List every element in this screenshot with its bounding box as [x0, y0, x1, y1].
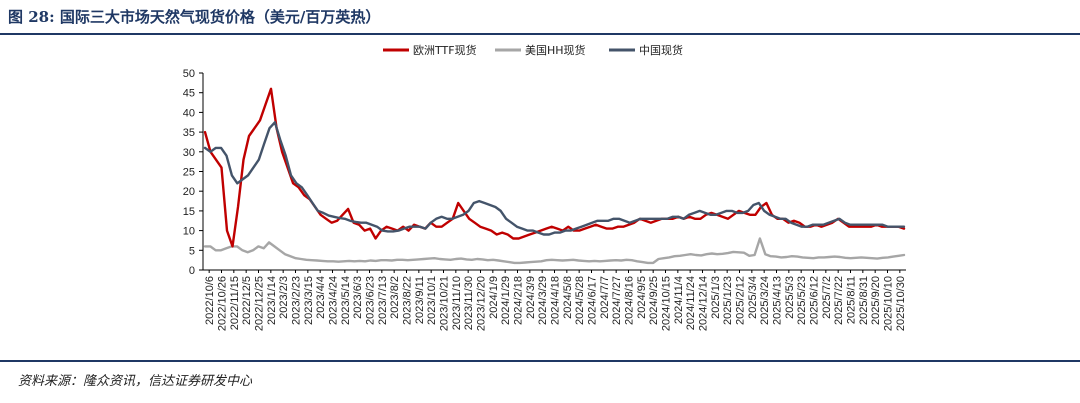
y-tick-label: 25	[183, 167, 195, 179]
x-tick-label: 2025/5/3	[784, 276, 796, 319]
x-tick-label: 2025/4/13	[772, 276, 784, 325]
x-tick-label: 2023/5/14	[340, 276, 352, 325]
chart-legend: 欧洲TTF现货 美国HH现货 中国现货	[383, 43, 683, 57]
x-tick-labels: 2022/10/6 2022/10/26 2022/11/15 2022/12/5 20…	[204, 270, 907, 331]
x-tick-label: 2022/12/5	[241, 276, 253, 325]
legend-label: 美国HH现货	[525, 43, 586, 57]
y-tick-label: 40	[183, 107, 195, 119]
x-tick-label: 2022/12/25	[254, 276, 266, 331]
x-tick-label: 2024/1/29	[500, 276, 512, 325]
y-tick-label: 50	[183, 68, 195, 80]
y-tick-labels: 0 5 10 15 20 25 30 35 40 45 50	[183, 68, 203, 277]
top-rule	[0, 33, 1080, 35]
x-tick-label: 2024/10/15	[661, 276, 673, 331]
x-tick-label: 2024/1/9	[488, 276, 500, 319]
x-tick-label: 2025/8/11	[846, 276, 858, 324]
series-layer	[203, 87, 906, 265]
x-tick-label: 2024/8/16	[624, 276, 636, 325]
x-tick-label: 2023/10/1	[426, 276, 438, 325]
x-tick-label: 2024/4/18	[550, 276, 562, 325]
y-tick-label: 0	[189, 265, 195, 277]
y-tick-label: 30	[183, 147, 195, 159]
x-tick-label: 2025/7/22	[833, 276, 845, 325]
x-tick-label: 2023/7/13	[377, 276, 389, 325]
x-tick-label: 2023/4/24	[328, 276, 340, 325]
x-tick-label: 2024/6/17	[587, 276, 599, 325]
x-tick-label: 2025/2/12	[735, 276, 747, 325]
x-tick-label: 2024/9/5	[636, 276, 648, 319]
series-line-2	[203, 121, 906, 236]
x-tick-label: 2024/5/28	[574, 276, 586, 325]
x-tick-label: 2024/9/25	[648, 276, 660, 325]
series-line-0	[203, 87, 906, 248]
figure-title: 图 28: 国际三大市场天然气现货价格（美元/百万英热）	[8, 8, 381, 26]
x-tick-label: 2023/6/3	[352, 276, 364, 319]
x-tick-label: 2024/7/7	[599, 276, 611, 319]
x-tick-label: 2025/1/3	[710, 276, 722, 319]
x-tick-label: 2023/6/23	[365, 276, 377, 325]
x-tick-label: 2023/10/21	[439, 276, 451, 331]
chart-axes	[202, 73, 906, 271]
x-tick-label: 2025/1/23	[722, 276, 734, 325]
x-tick-label: 2024/2/18	[513, 276, 525, 325]
x-tick-label: 2022/10/6	[204, 276, 216, 325]
x-tick-label: 2023/9/11	[414, 276, 426, 324]
line-chart: 欧洲TTF现货 美国HH现货 中国现货 2022/10/6 2022/10/26 202…	[183, 43, 907, 331]
x-tick-label: 2024/7/27	[611, 276, 623, 325]
x-tick-label: 2025/10/30	[895, 276, 907, 331]
series-line-1	[203, 237, 906, 265]
legend-label: 欧洲TTF现货	[413, 43, 477, 57]
x-tick-label: 2023/11/30	[463, 276, 475, 330]
x-tick-label: 2023/2/3	[278, 276, 290, 319]
x-tick-label: 2025/3/24	[759, 276, 771, 325]
x-tick-label: 2023/8/2	[389, 276, 401, 319]
y-tick-label: 5	[189, 245, 195, 257]
x-tick-label: 2022/10/26	[217, 276, 229, 331]
bottom-rule	[0, 360, 1080, 362]
y-tick-label: 45	[183, 88, 195, 100]
y-tick-label: 10	[183, 226, 195, 238]
x-tick-label: 2025/7/2	[821, 276, 833, 319]
x-tick-label: 2024/3/9	[525, 276, 537, 319]
x-tick-label: 2024/11/4	[673, 276, 685, 324]
y-tick-label: 35	[183, 127, 195, 139]
x-tick-label: 2023/3/15	[303, 276, 315, 325]
x-tick-label: 2025/9/20	[870, 276, 882, 325]
x-tick-label: 2023/8/22	[402, 276, 414, 325]
x-tick-label: 2024/11/24	[685, 276, 697, 330]
x-tick-label: 2024/3/29	[537, 276, 549, 325]
x-tick-label: 2022/11/15	[229, 276, 241, 330]
x-tick-label: 2025/5/23	[796, 276, 808, 325]
x-tick-label: 2023/11/10	[451, 276, 463, 330]
x-tick-label: 2023/2/23	[291, 276, 303, 325]
x-tick-label: 2025/8/31	[858, 276, 870, 325]
x-tick-label: 2024/12/14	[698, 276, 710, 331]
x-tick-label: 2025/10/10	[883, 276, 895, 331]
y-tick-label: 20	[183, 186, 195, 198]
x-tick-label: 2023/4/4	[315, 276, 327, 319]
x-tick-label: 2025/3/4	[747, 276, 759, 319]
x-tick-label: 2025/6/12	[809, 276, 821, 325]
x-tick-label: 2024/5/8	[562, 276, 574, 319]
x-tick-label: 2023/12/20	[476, 276, 488, 331]
legend-label: 中国现货	[639, 43, 683, 57]
y-tick-label: 15	[183, 206, 195, 218]
source-note: 资料来源：隆众资讯，信达证券研发中心	[18, 374, 253, 389]
x-tick-label: 2023/1/14	[266, 276, 278, 325]
